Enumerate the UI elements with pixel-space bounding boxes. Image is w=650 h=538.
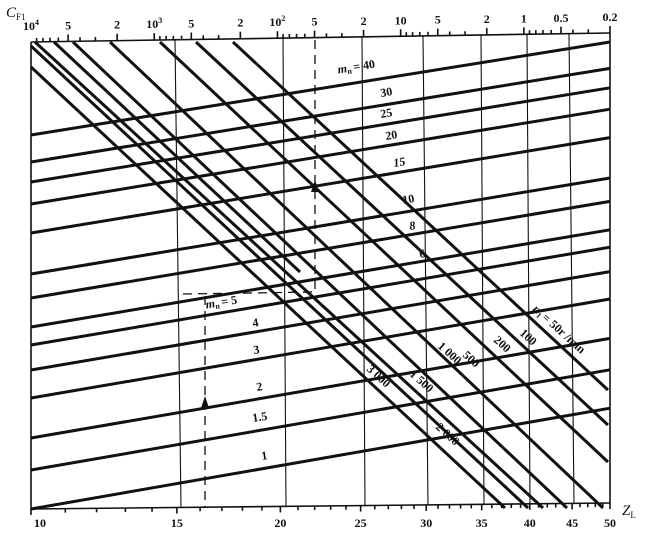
x-tick-label: 50 [604, 516, 616, 530]
speed-line-1500 [33, 40, 545, 510]
top-tick-label: 5 [435, 13, 441, 27]
top-tick-label: 2 [237, 16, 243, 30]
module-line-8 [30, 199, 611, 300]
module-label: 4 [251, 315, 259, 330]
grid-vertical [422, 35, 429, 505]
module-line-10 [30, 176, 611, 276]
x-tick-label: 10 [34, 516, 46, 530]
top-tick-label: 5 [188, 17, 194, 31]
top-tick-label: 1 [521, 11, 527, 25]
grid-vertical [568, 33, 575, 504]
example-dashed-paths [182, 40, 319, 507]
top-tick-label: 0.5 [553, 11, 568, 25]
dashed-horizontal [182, 291, 316, 295]
top-tick-label: 2 [484, 12, 490, 26]
speed-line-500 [108, 40, 605, 510]
speed-line-200 [158, 40, 610, 464]
module-label: mn = 5 [205, 293, 239, 313]
module-label: 1 [260, 448, 268, 463]
speed-lines [29, 40, 610, 510]
bottom-axis-line [30, 502, 611, 510]
speed-label: 1 500 [407, 367, 436, 395]
module-label: 25 [379, 105, 393, 121]
speed-line-50 [231, 40, 610, 392]
module-line-1-5 [30, 368, 611, 472]
speed-line-2000 [29, 44, 530, 510]
module-line-40 [30, 40, 611, 137]
module-label: 6 [418, 246, 426, 261]
speed-line-100 [194, 40, 610, 427]
top-axis-title: CF1 [6, 5, 26, 22]
speed-line-1000 [71, 40, 569, 510]
top-axis-line [30, 32, 611, 43]
module-line-30 [30, 66, 611, 164]
x-tick-label: 35 [476, 516, 488, 530]
top-tick-label: 5 [65, 18, 71, 32]
grid-vertical [526, 34, 531, 504]
module-line-6 [30, 228, 611, 329]
x-tick-label: 30 [420, 516, 432, 530]
speed-label: 500 [460, 348, 483, 370]
module-label: 15 [392, 154, 406, 170]
module-lines [30, 40, 611, 511]
x-tick-label: 15 [171, 516, 183, 530]
arrow-up-icon [201, 396, 209, 408]
arrow-up-icon [311, 180, 319, 192]
module-line-15 [30, 136, 611, 235]
speed-line-3000 [29, 65, 507, 510]
module-line-3 [30, 297, 611, 400]
top-tick-label: 103 [146, 16, 162, 31]
top-tick-label: 102 [269, 14, 285, 29]
speed-label: n1 = 50r /min [529, 302, 588, 358]
x-axis-title: ZL [622, 503, 636, 520]
top-tick-label: 10 [395, 13, 407, 27]
top-tick-label: 2 [114, 18, 120, 32]
module-label: 20 [384, 127, 398, 143]
top-tick-label: 0.2 [603, 10, 618, 24]
module-line-5 [30, 245, 611, 347]
module-line-4 [30, 270, 611, 372]
top-tick-label: 2 [361, 14, 367, 28]
top-tick-label: 5 [312, 15, 318, 29]
module-label: 30 [379, 84, 393, 100]
x-tick-label: 45 [566, 516, 578, 530]
module-label: 10 [401, 191, 415, 207]
module-line-25 [30, 86, 611, 184]
module-label: 1.5 [251, 409, 268, 425]
module-label: mn = 40 [337, 57, 377, 78]
module-label: 8 [408, 218, 416, 233]
module-line-2 [30, 336, 611, 440]
module-label: 3 [252, 342, 260, 357]
speed-line-extra [52, 40, 302, 274]
x-tick-label: 20 [274, 516, 286, 530]
x-tick-label: 25 [355, 516, 367, 530]
x-tick-label: 40 [524, 516, 536, 530]
module-label: 2 [255, 379, 263, 394]
